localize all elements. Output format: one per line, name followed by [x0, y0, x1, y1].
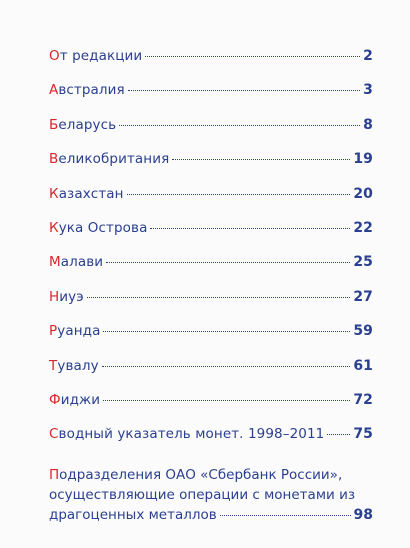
toc-initial-letter: М: [49, 254, 61, 271]
toc-page-number: 72: [353, 391, 373, 408]
dot-leader: [145, 56, 361, 57]
toc-page-number: 8: [363, 116, 373, 133]
toc-entry-title: Великобритания: [49, 149, 169, 169]
toc-title-text: ука Острова: [58, 219, 148, 236]
toc-title-text: т редакции: [59, 48, 143, 64]
toc-entry[interactable]: Казахстан 20: [49, 184, 373, 218]
toc-entry[interactable]: Руанда 59: [49, 321, 373, 355]
toc-page-number: 98: [353, 506, 373, 523]
toc-entry-title: Руанда: [49, 321, 100, 341]
toc-initial-letter: Т: [49, 357, 58, 374]
toc-entry-line-1: Подразделения ОАО «Сбербанк России»,: [49, 465, 373, 485]
toc-entry-title: Фиджи: [49, 390, 100, 410]
toc-initial-letter: А: [49, 82, 59, 99]
toc-entry-title: Ниуэ: [49, 287, 84, 307]
toc-entry[interactable]: Австралия 3: [49, 80, 373, 114]
toc-entry-title: Малави: [49, 252, 103, 272]
dot-leader: [126, 193, 351, 195]
dot-leader: [103, 331, 351, 333]
toc-entry-title: От редакции: [49, 46, 142, 66]
toc-page-number: 61: [353, 357, 373, 374]
toc-page-number: 3: [363, 82, 373, 99]
toc-title-text: встралия: [58, 82, 125, 99]
toc-entry-line-3: драгоценных металлов 98: [49, 505, 373, 525]
dot-leader: [172, 159, 351, 161]
toc-page-number: 19: [353, 151, 373, 168]
toc-initial-letter: Н: [49, 288, 60, 305]
dot-leader: [103, 399, 351, 401]
toc-page-number: 20: [353, 185, 373, 202]
dot-leader: [86, 296, 351, 298]
toc-entry-title: Сводный указатель монет. 1998–2011: [49, 424, 324, 444]
toc-entry-multiline[interactable]: Подразделения ОАО «Сбербанк России», осу…: [49, 465, 373, 525]
toc-title-text: азахстан: [58, 185, 124, 202]
toc-entry[interactable]: Сводный указатель монет. 1998–2011 75: [49, 424, 373, 458]
toc-title-text: уанда: [57, 323, 101, 340]
toc-initial-letter: Р: [49, 323, 58, 340]
toc-title-text: еларусь: [58, 116, 117, 133]
toc-entry-title: Беларусь: [49, 115, 116, 135]
toc-initial-letter: О: [49, 48, 60, 64]
dot-leader: [150, 227, 351, 229]
toc-initial-letter: В: [49, 151, 59, 168]
toc-title-text: драгоценных металлов: [49, 506, 217, 523]
dot-leader: [327, 434, 351, 436]
toc-page-number: 59: [353, 323, 373, 340]
toc-entry-title: Австралия: [49, 80, 125, 100]
toc-entry[interactable]: Тувалу 61: [49, 356, 373, 390]
toc-initial-letter: Б: [49, 116, 59, 133]
toc-entry-title: Тувалу: [49, 356, 99, 376]
toc-page-number: 22: [353, 219, 373, 236]
toc-page-number: 27: [353, 288, 373, 305]
dot-leader: [127, 90, 361, 92]
toc-initial-letter: К: [49, 185, 59, 202]
toc-title-text: водный указатель монет. 1998–2011: [58, 426, 325, 443]
toc-title-text: одразделения ОАО «Сбербанк России»,: [59, 466, 343, 483]
toc-initial-letter: П: [49, 466, 60, 483]
table-of-contents: От редакции 2 Австралия 3 Беларусь 8 Вел…: [49, 46, 373, 525]
toc-page-number: 2: [363, 48, 373, 64]
dot-leader: [106, 262, 351, 264]
toc-title-text: иджи: [60, 391, 101, 408]
toc-entry[interactable]: Фиджи 72: [49, 390, 373, 424]
toc-title-text: иуэ: [59, 288, 84, 305]
dot-leader: [219, 514, 351, 516]
toc-entry-title: Кука Острова: [49, 218, 147, 238]
toc-page-number: 25: [353, 254, 373, 271]
toc-entry[interactable]: Великобритания 19: [49, 149, 373, 183]
toc-title-text: еликобритания: [58, 151, 170, 168]
toc-entry-title: Казахстан: [49, 184, 124, 204]
toc-entry[interactable]: Ниуэ 27: [49, 287, 373, 321]
toc-entry[interactable]: Малави 25: [49, 252, 373, 286]
dot-leader: [101, 365, 351, 367]
toc-entry[interactable]: Беларусь 8: [49, 115, 373, 149]
toc-entry[interactable]: Кука Острова 22: [49, 218, 373, 252]
toc-entry[interactable]: От редакции 2: [49, 46, 373, 80]
toc-title-text: алави: [60, 254, 104, 271]
toc-initial-letter: С: [49, 426, 59, 443]
dot-leader: [119, 124, 361, 126]
toc-title-text: увалу: [57, 357, 99, 374]
toc-initial-letter: Ф: [49, 391, 61, 408]
toc-initial-letter: К: [49, 219, 59, 236]
toc-page-number: 75: [353, 426, 373, 443]
toc-entry-line-2: осуществляющие операции с монетами из: [49, 486, 356, 503]
